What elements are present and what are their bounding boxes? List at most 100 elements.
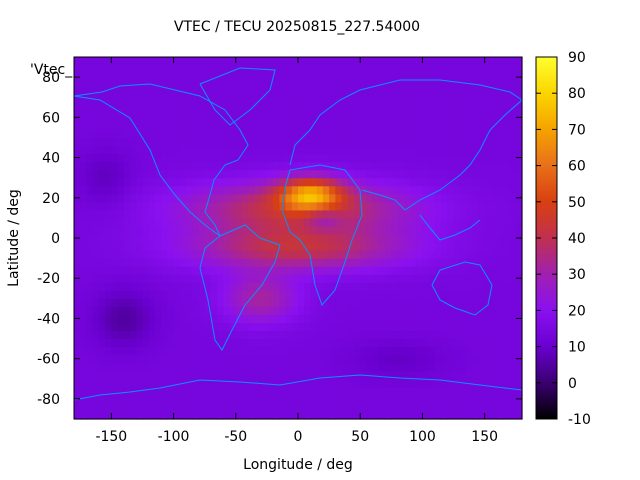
heatmap-cell xyxy=(235,410,243,420)
heatmap-cell xyxy=(254,193,262,203)
heatmap-cell xyxy=(130,274,137,283)
heatmap-cell xyxy=(484,209,492,219)
heatmap-cell xyxy=(136,153,144,163)
heatmap-cell xyxy=(466,250,473,259)
heatmap-cell xyxy=(142,57,150,66)
heatmap-cell xyxy=(123,161,131,171)
heatmap-cell xyxy=(397,370,405,380)
heatmap-cell xyxy=(422,266,430,275)
heatmap-cell xyxy=(223,121,231,130)
heatmap-cell xyxy=(154,65,162,74)
heatmap-cell xyxy=(105,193,112,203)
heatmap-cell xyxy=(434,169,442,179)
heatmap-cell xyxy=(167,402,175,412)
heatmap-cell xyxy=(179,169,187,179)
heatmap-cell xyxy=(515,266,523,275)
heatmap-cell xyxy=(161,121,168,130)
heatmap-cell xyxy=(341,121,349,130)
heatmap-cell xyxy=(92,209,100,219)
heatmap-cell xyxy=(416,378,424,388)
heatmap-cell xyxy=(298,97,305,106)
heatmap-cell xyxy=(148,330,156,340)
heatmap-cell xyxy=(186,250,193,259)
heatmap-cell xyxy=(478,177,486,187)
heatmap-cell xyxy=(242,89,249,98)
heatmap-cell xyxy=(372,169,380,179)
heatmap-cell xyxy=(186,354,193,364)
heatmap-cell xyxy=(173,346,181,356)
heatmap-cell xyxy=(80,362,88,372)
heatmap-cell xyxy=(204,105,212,114)
heatmap-cell xyxy=(329,129,336,139)
heatmap-cell xyxy=(304,161,312,171)
heatmap-cell xyxy=(142,209,150,219)
heatmap-cell xyxy=(130,161,137,171)
heatmap-cell xyxy=(310,242,318,251)
heatmap-cell xyxy=(260,113,268,122)
heatmap-cell xyxy=(453,394,461,404)
heatmap-cell xyxy=(186,153,193,163)
heatmap-cell xyxy=(98,402,106,412)
heatmap-cell xyxy=(74,201,81,211)
heatmap-cell xyxy=(391,298,399,307)
heatmap-cell xyxy=(260,330,268,340)
heatmap-cell xyxy=(360,394,368,404)
heatmap-cell xyxy=(298,65,305,74)
heatmap-cell xyxy=(366,290,374,299)
heatmap-cell xyxy=(298,225,305,235)
heatmap-cell xyxy=(459,322,467,332)
heatmap-cell xyxy=(92,338,100,348)
heatmap-cell xyxy=(403,354,411,364)
heatmap-cell xyxy=(428,105,436,114)
heatmap-cell xyxy=(105,378,112,388)
heatmap-cell xyxy=(117,330,125,340)
heatmap-cell xyxy=(111,185,119,195)
heatmap-cell xyxy=(428,209,436,219)
heatmap-cell xyxy=(391,129,399,139)
heatmap-cell xyxy=(229,73,237,82)
heatmap-cell xyxy=(223,306,231,316)
heatmap-cell xyxy=(304,145,312,155)
heatmap-cell xyxy=(242,113,249,122)
heatmap-cell xyxy=(98,161,106,171)
heatmap-cell xyxy=(242,290,249,299)
heatmap-cell xyxy=(378,177,386,187)
heatmap-cell xyxy=(210,282,218,291)
heatmap-cell xyxy=(266,330,274,340)
heatmap-cell xyxy=(515,370,523,380)
heatmap-cell xyxy=(509,306,517,316)
heatmap-cell xyxy=(273,274,280,283)
heatmap-cell xyxy=(98,274,106,283)
heatmap-cell xyxy=(434,225,442,235)
heatmap-cell xyxy=(341,233,349,243)
heatmap-cell xyxy=(503,169,511,179)
heatmap-cell xyxy=(235,73,243,82)
heatmap-cell xyxy=(372,394,380,404)
heatmap-cell xyxy=(86,314,94,324)
heatmap-cell xyxy=(410,57,417,66)
heatmap-cell xyxy=(285,57,293,66)
heatmap-cell xyxy=(173,57,181,66)
heatmap-cell xyxy=(111,169,119,179)
heatmap-cell xyxy=(509,338,517,348)
heatmap-cell xyxy=(347,73,355,82)
heatmap-cell xyxy=(223,217,231,227)
heatmap-cell xyxy=(248,242,256,251)
heatmap-cell xyxy=(204,266,212,275)
heatmap-cell xyxy=(260,233,268,243)
heatmap-cell xyxy=(497,314,504,324)
heatmap-cell xyxy=(229,65,237,74)
heatmap-cell xyxy=(503,274,511,283)
heatmap-cell xyxy=(378,73,386,82)
heatmap-cell xyxy=(310,394,318,404)
heatmap-cell xyxy=(428,129,436,139)
heatmap-cell xyxy=(92,282,100,291)
heatmap-cell xyxy=(459,298,467,307)
heatmap-cell xyxy=(254,81,262,90)
heatmap-cell xyxy=(366,201,374,211)
heatmap-cell xyxy=(466,73,473,82)
heatmap-cell xyxy=(248,386,256,396)
heatmap-cell xyxy=(472,177,480,187)
heatmap-cell xyxy=(310,338,318,348)
heatmap-cell xyxy=(117,306,125,316)
